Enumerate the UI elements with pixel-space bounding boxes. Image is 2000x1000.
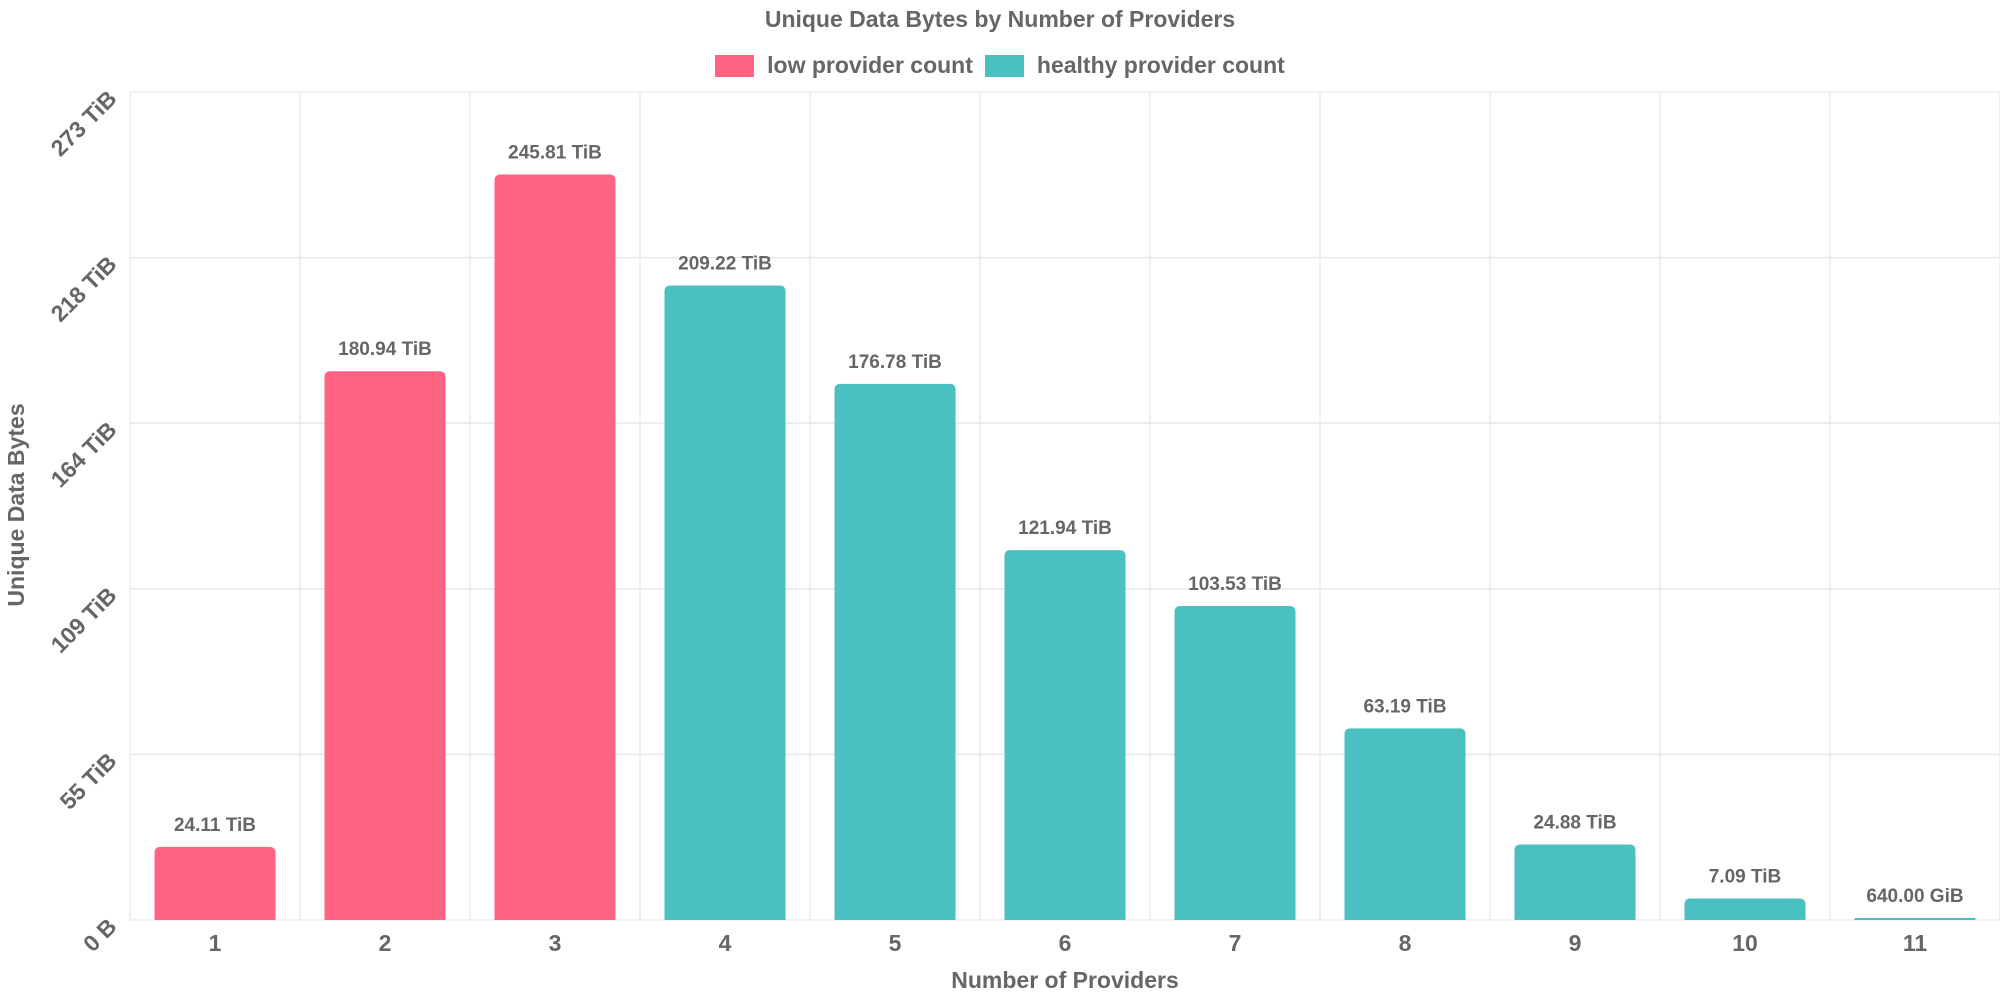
x-tick-label: 11 — [1903, 930, 1928, 956]
bar-5[interactable] — [834, 383, 956, 920]
data-label-3: 245.81 TiB — [508, 142, 602, 163]
data-label-7: 103.53 TiB — [1188, 574, 1282, 595]
y-tick-label: 55 TiB — [55, 748, 122, 815]
x-tick-label: 9 — [1569, 930, 1582, 956]
x-tick-label: 8 — [1399, 930, 1412, 956]
data-label-6: 121.94 TiB — [1018, 518, 1112, 539]
y-axis-title: Unique Data Bytes — [3, 403, 29, 606]
bar-3[interactable] — [494, 174, 616, 920]
bar-9[interactable] — [1514, 844, 1636, 920]
data-label-4: 209.22 TiB — [678, 253, 772, 274]
data-label-5: 176.78 TiB — [848, 352, 942, 373]
x-tick-label: 5 — [889, 930, 902, 956]
legend: low provider count healthy provider coun… — [0, 52, 2000, 79]
data-label-11: 640.00 GiB — [1866, 886, 1963, 907]
legend-label-healthy: healthy provider count — [1036, 52, 1285, 78]
legend-item-low[interactable]: low provider count — [715, 52, 973, 79]
data-label-1: 24.11 TiB — [174, 815, 256, 836]
x-tick-label: 2 — [379, 930, 392, 956]
legend-swatch-healthy — [984, 54, 1024, 77]
x-tick-label: 4 — [719, 930, 732, 956]
data-label-10: 7.09 TiB — [1709, 866, 1782, 887]
x-tick-label: 6 — [1059, 930, 1072, 956]
data-label-2: 180.94 TiB — [338, 339, 432, 360]
y-tick-label: 0 B — [78, 913, 122, 957]
bar-7[interactable] — [1174, 605, 1296, 920]
bar-10[interactable] — [1684, 898, 1806, 920]
legend-swatch-low — [715, 54, 755, 77]
x-tick-label: 10 — [1732, 930, 1758, 956]
data-labels: 24.11 TiB 180.94 TiB 245.81 TiB 209.22 TiB 1… — [174, 142, 1964, 907]
bar-11[interactable] — [1854, 918, 1976, 920]
x-tick-label: 1 — [209, 930, 222, 956]
y-tick-label: 164 TiB — [46, 416, 122, 492]
x-tick-label: 3 — [549, 930, 562, 956]
x-tick-label: 7 — [1229, 930, 1242, 956]
bar-8[interactable] — [1344, 728, 1466, 920]
x-axis-title: Number of Providers — [951, 967, 1179, 993]
bars — [154, 174, 1976, 920]
chart-title: Unique Data Bytes by Number of Providers — [764, 6, 1236, 32]
legend-item-healthy[interactable]: healthy provider count — [984, 52, 1285, 79]
legend-label-low: low provider count — [767, 52, 973, 78]
bar-6[interactable] — [1004, 550, 1126, 920]
y-tick-label: 218 TiB — [46, 251, 122, 327]
bar-4[interactable] — [664, 285, 786, 920]
y-tick-label: 273 TiB — [46, 85, 122, 161]
bar-1[interactable] — [154, 846, 276, 920]
bar-2[interactable] — [324, 371, 446, 920]
y-tick-label: 109 TiB — [46, 582, 122, 658]
data-label-9: 24.88 TiB — [1533, 813, 1616, 834]
data-label-8: 63.19 TiB — [1363, 696, 1446, 717]
